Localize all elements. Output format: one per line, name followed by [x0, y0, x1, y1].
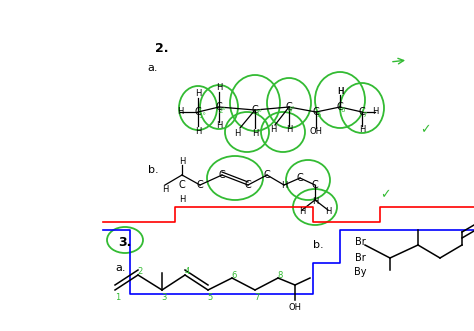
- Text: C: C: [286, 102, 292, 112]
- Text: C: C: [245, 180, 251, 190]
- Text: 6: 6: [231, 270, 237, 279]
- Text: C: C: [197, 180, 203, 190]
- Text: 8: 8: [277, 270, 283, 279]
- Text: 4°: 4°: [288, 107, 296, 113]
- Text: ✓: ✓: [420, 123, 430, 136]
- Text: H: H: [195, 88, 201, 98]
- Text: OH: OH: [310, 127, 322, 136]
- Text: b.: b.: [313, 240, 324, 250]
- Text: H: H: [179, 158, 185, 166]
- Text: By: By: [354, 267, 366, 277]
- Text: H: H: [216, 82, 222, 91]
- Text: C: C: [311, 180, 319, 190]
- Text: 7: 7: [255, 293, 260, 302]
- Text: H: H: [337, 86, 343, 96]
- Text: H: H: [286, 125, 292, 134]
- Text: C: C: [297, 173, 303, 183]
- Text: a.: a.: [147, 63, 157, 73]
- Text: 2: 2: [137, 267, 143, 276]
- Text: 5: 5: [207, 293, 213, 302]
- Text: C: C: [252, 105, 258, 115]
- Text: C: C: [264, 170, 270, 180]
- Text: H: H: [337, 86, 343, 96]
- Text: H: H: [234, 128, 240, 137]
- Text: H: H: [281, 180, 287, 190]
- Text: H: H: [325, 208, 331, 216]
- Text: H: H: [299, 208, 305, 216]
- Text: Br: Br: [355, 237, 365, 247]
- Text: C: C: [219, 170, 225, 180]
- Text: 3.: 3.: [118, 235, 131, 249]
- Text: C: C: [195, 107, 201, 117]
- Text: H: H: [177, 108, 183, 117]
- Text: H: H: [359, 125, 365, 134]
- Text: H: H: [252, 128, 258, 137]
- Text: H: H: [270, 125, 276, 134]
- Text: C: C: [313, 107, 319, 117]
- Text: a.: a.: [115, 263, 126, 273]
- Text: 5: 5: [317, 112, 321, 118]
- Text: H: H: [195, 126, 201, 135]
- Text: 3°: 3°: [254, 110, 262, 116]
- Text: C: C: [179, 180, 185, 190]
- Text: 4: 4: [184, 267, 190, 276]
- Text: OH: OH: [289, 304, 301, 312]
- Text: 6: 6: [341, 107, 345, 113]
- Text: 2.: 2.: [155, 41, 168, 55]
- Text: 7: 7: [363, 112, 367, 118]
- Text: H: H: [216, 121, 222, 130]
- Text: C: C: [359, 107, 365, 117]
- Text: ✓: ✓: [380, 188, 390, 202]
- Text: b.: b.: [148, 165, 159, 175]
- Text: C: C: [216, 102, 222, 112]
- Text: 1°: 1°: [198, 113, 206, 119]
- Text: 1: 1: [115, 294, 120, 303]
- Text: 3: 3: [161, 293, 167, 302]
- Text: Br: Br: [355, 253, 365, 263]
- Text: H: H: [162, 185, 168, 195]
- Text: H: H: [372, 108, 378, 117]
- Text: H: H: [312, 198, 318, 207]
- Text: H: H: [179, 196, 185, 205]
- Text: 2°: 2°: [218, 108, 226, 114]
- Text: C: C: [337, 102, 343, 112]
